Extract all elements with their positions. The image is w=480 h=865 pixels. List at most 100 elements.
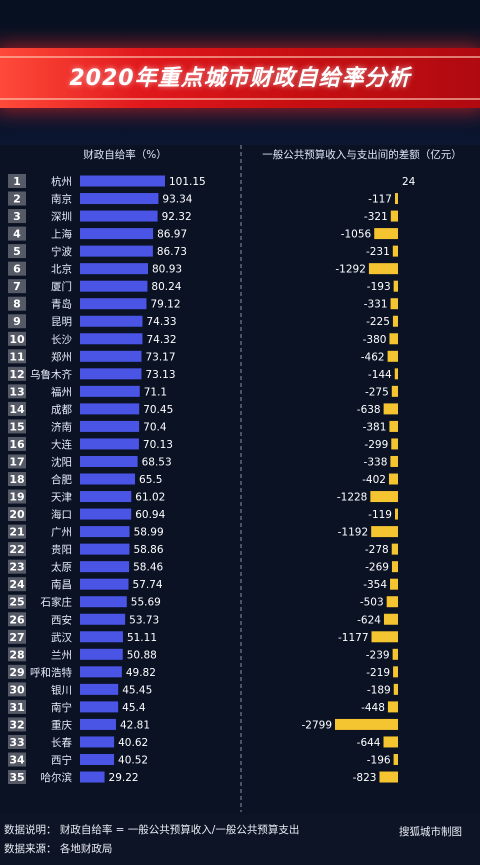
rate-value-label: 70.45	[143, 404, 173, 416]
page-title: 2020年重点城市财政自给率分析	[69, 66, 411, 91]
rank-badge	[8, 314, 26, 329]
rate-value-label: 92.32	[162, 211, 192, 223]
rank-badge	[8, 174, 26, 188]
rate-bar	[80, 455, 138, 467]
city-label: 昆明	[51, 316, 72, 328]
rate-value-label: 73.13	[145, 369, 175, 381]
rank-number: 17	[9, 455, 24, 468]
rank-number: 1	[13, 175, 21, 188]
rank-number: 16	[9, 438, 25, 451]
rank-number: 22	[9, 543, 24, 556]
rank-number: 9	[13, 315, 21, 328]
rate-bar	[80, 648, 123, 660]
diff-value-label: -503	[360, 597, 384, 609]
rank-badge	[8, 664, 26, 679]
rate-value-label: 101.15	[169, 176, 206, 188]
diff-bar	[370, 491, 398, 503]
rank-badge	[8, 647, 26, 662]
diff-value-label: -225	[366, 316, 390, 328]
city-label: 厦门	[51, 280, 72, 293]
diff-value-label: -299	[364, 439, 388, 451]
city-label: 长沙	[51, 334, 72, 346]
diff-value-label: -402	[362, 474, 386, 486]
diff-value-label: -1228	[337, 492, 368, 504]
rank-number: 26	[9, 613, 25, 626]
diff-value-label: -823	[353, 772, 377, 784]
diff-value-label: -2799	[301, 719, 332, 731]
rate-value-label: 80.93	[152, 264, 182, 276]
rank-number: 15	[9, 420, 24, 433]
rank-badge	[8, 489, 26, 504]
rate-value-label: 58.86	[133, 544, 163, 556]
rate-value-label: 70.4	[143, 421, 167, 433]
rate-value-label: 53.73	[129, 614, 159, 626]
rank-number: 28	[9, 648, 24, 661]
diff-bar	[395, 508, 398, 520]
footer-source: 数据来源： 各地财政局	[4, 843, 113, 855]
diff-value-label: -1192	[338, 527, 369, 539]
rate-bar	[80, 578, 129, 590]
brand-label: 搜狐城市制图	[399, 826, 462, 838]
diff-bar	[389, 420, 398, 432]
rate-bar	[80, 613, 126, 625]
rate-bar	[80, 263, 149, 275]
diff-bar	[395, 193, 398, 205]
diff-bar	[391, 561, 398, 573]
diff-value-label: -117	[368, 194, 392, 206]
diff-bar	[371, 526, 398, 538]
rank-badge	[8, 542, 26, 557]
rank-number: 8	[13, 298, 21, 311]
city-label: 济南	[51, 420, 72, 433]
diff-value-label: -462	[361, 351, 385, 363]
rank-number: 10	[9, 333, 25, 346]
rank-number: 24	[9, 578, 25, 591]
rank-badge	[8, 191, 26, 206]
rate-bar	[80, 561, 130, 573]
diff-bar	[374, 228, 398, 240]
rate-value-label: 49.82	[126, 667, 156, 679]
diff-bar	[390, 455, 398, 467]
city-label: 哈尔滨	[41, 771, 73, 784]
diff-bar	[394, 368, 398, 380]
rank-number: 33	[9, 736, 24, 749]
city-label: 南京	[51, 193, 72, 206]
diff-bar	[383, 736, 398, 748]
rate-bar	[80, 403, 140, 415]
city-label: 上海	[51, 228, 72, 241]
rank-number: 7	[13, 280, 21, 293]
diff-bar	[335, 718, 398, 730]
diff-bar	[383, 613, 398, 625]
rank-number: 4	[13, 228, 21, 241]
rate-value-label: 86.73	[157, 246, 187, 258]
rate-bar	[80, 736, 115, 748]
diff-value-label: -269	[365, 562, 389, 574]
rank-number: 14	[9, 403, 25, 416]
diff-value-label: -354	[363, 579, 387, 591]
diff-bar	[392, 648, 398, 660]
rank-badge	[8, 349, 26, 364]
diff-bar	[392, 245, 398, 257]
rank-number: 29	[9, 666, 24, 679]
rate-value-label: 61.02	[135, 492, 165, 504]
rank-badge	[8, 331, 26, 346]
city-label: 贵阳	[51, 543, 72, 556]
city-label: 乌鲁木齐	[30, 368, 72, 381]
rank-badge	[8, 261, 26, 276]
rank-badge	[8, 226, 26, 241]
diff-bar	[368, 263, 398, 275]
rate-value-label: 86.97	[157, 229, 187, 241]
rank-badge	[8, 507, 26, 522]
city-label: 重庆	[51, 718, 72, 731]
rate-value-label: 70.13	[143, 439, 173, 451]
rate-bar	[80, 771, 105, 783]
diff-value-label: -144	[368, 369, 392, 381]
rank-badge	[8, 734, 26, 749]
rank-number: 6	[13, 263, 21, 276]
footer-note: 数据说明： 财政自给率 = 一般公共预算收入/一般公共预算支出	[4, 824, 300, 836]
diff-value-label: -380	[363, 334, 387, 346]
rate-bar	[80, 333, 143, 345]
rate-bar	[80, 385, 140, 397]
rate-value-label: 73.17	[145, 351, 175, 363]
rate-bar	[80, 526, 130, 538]
